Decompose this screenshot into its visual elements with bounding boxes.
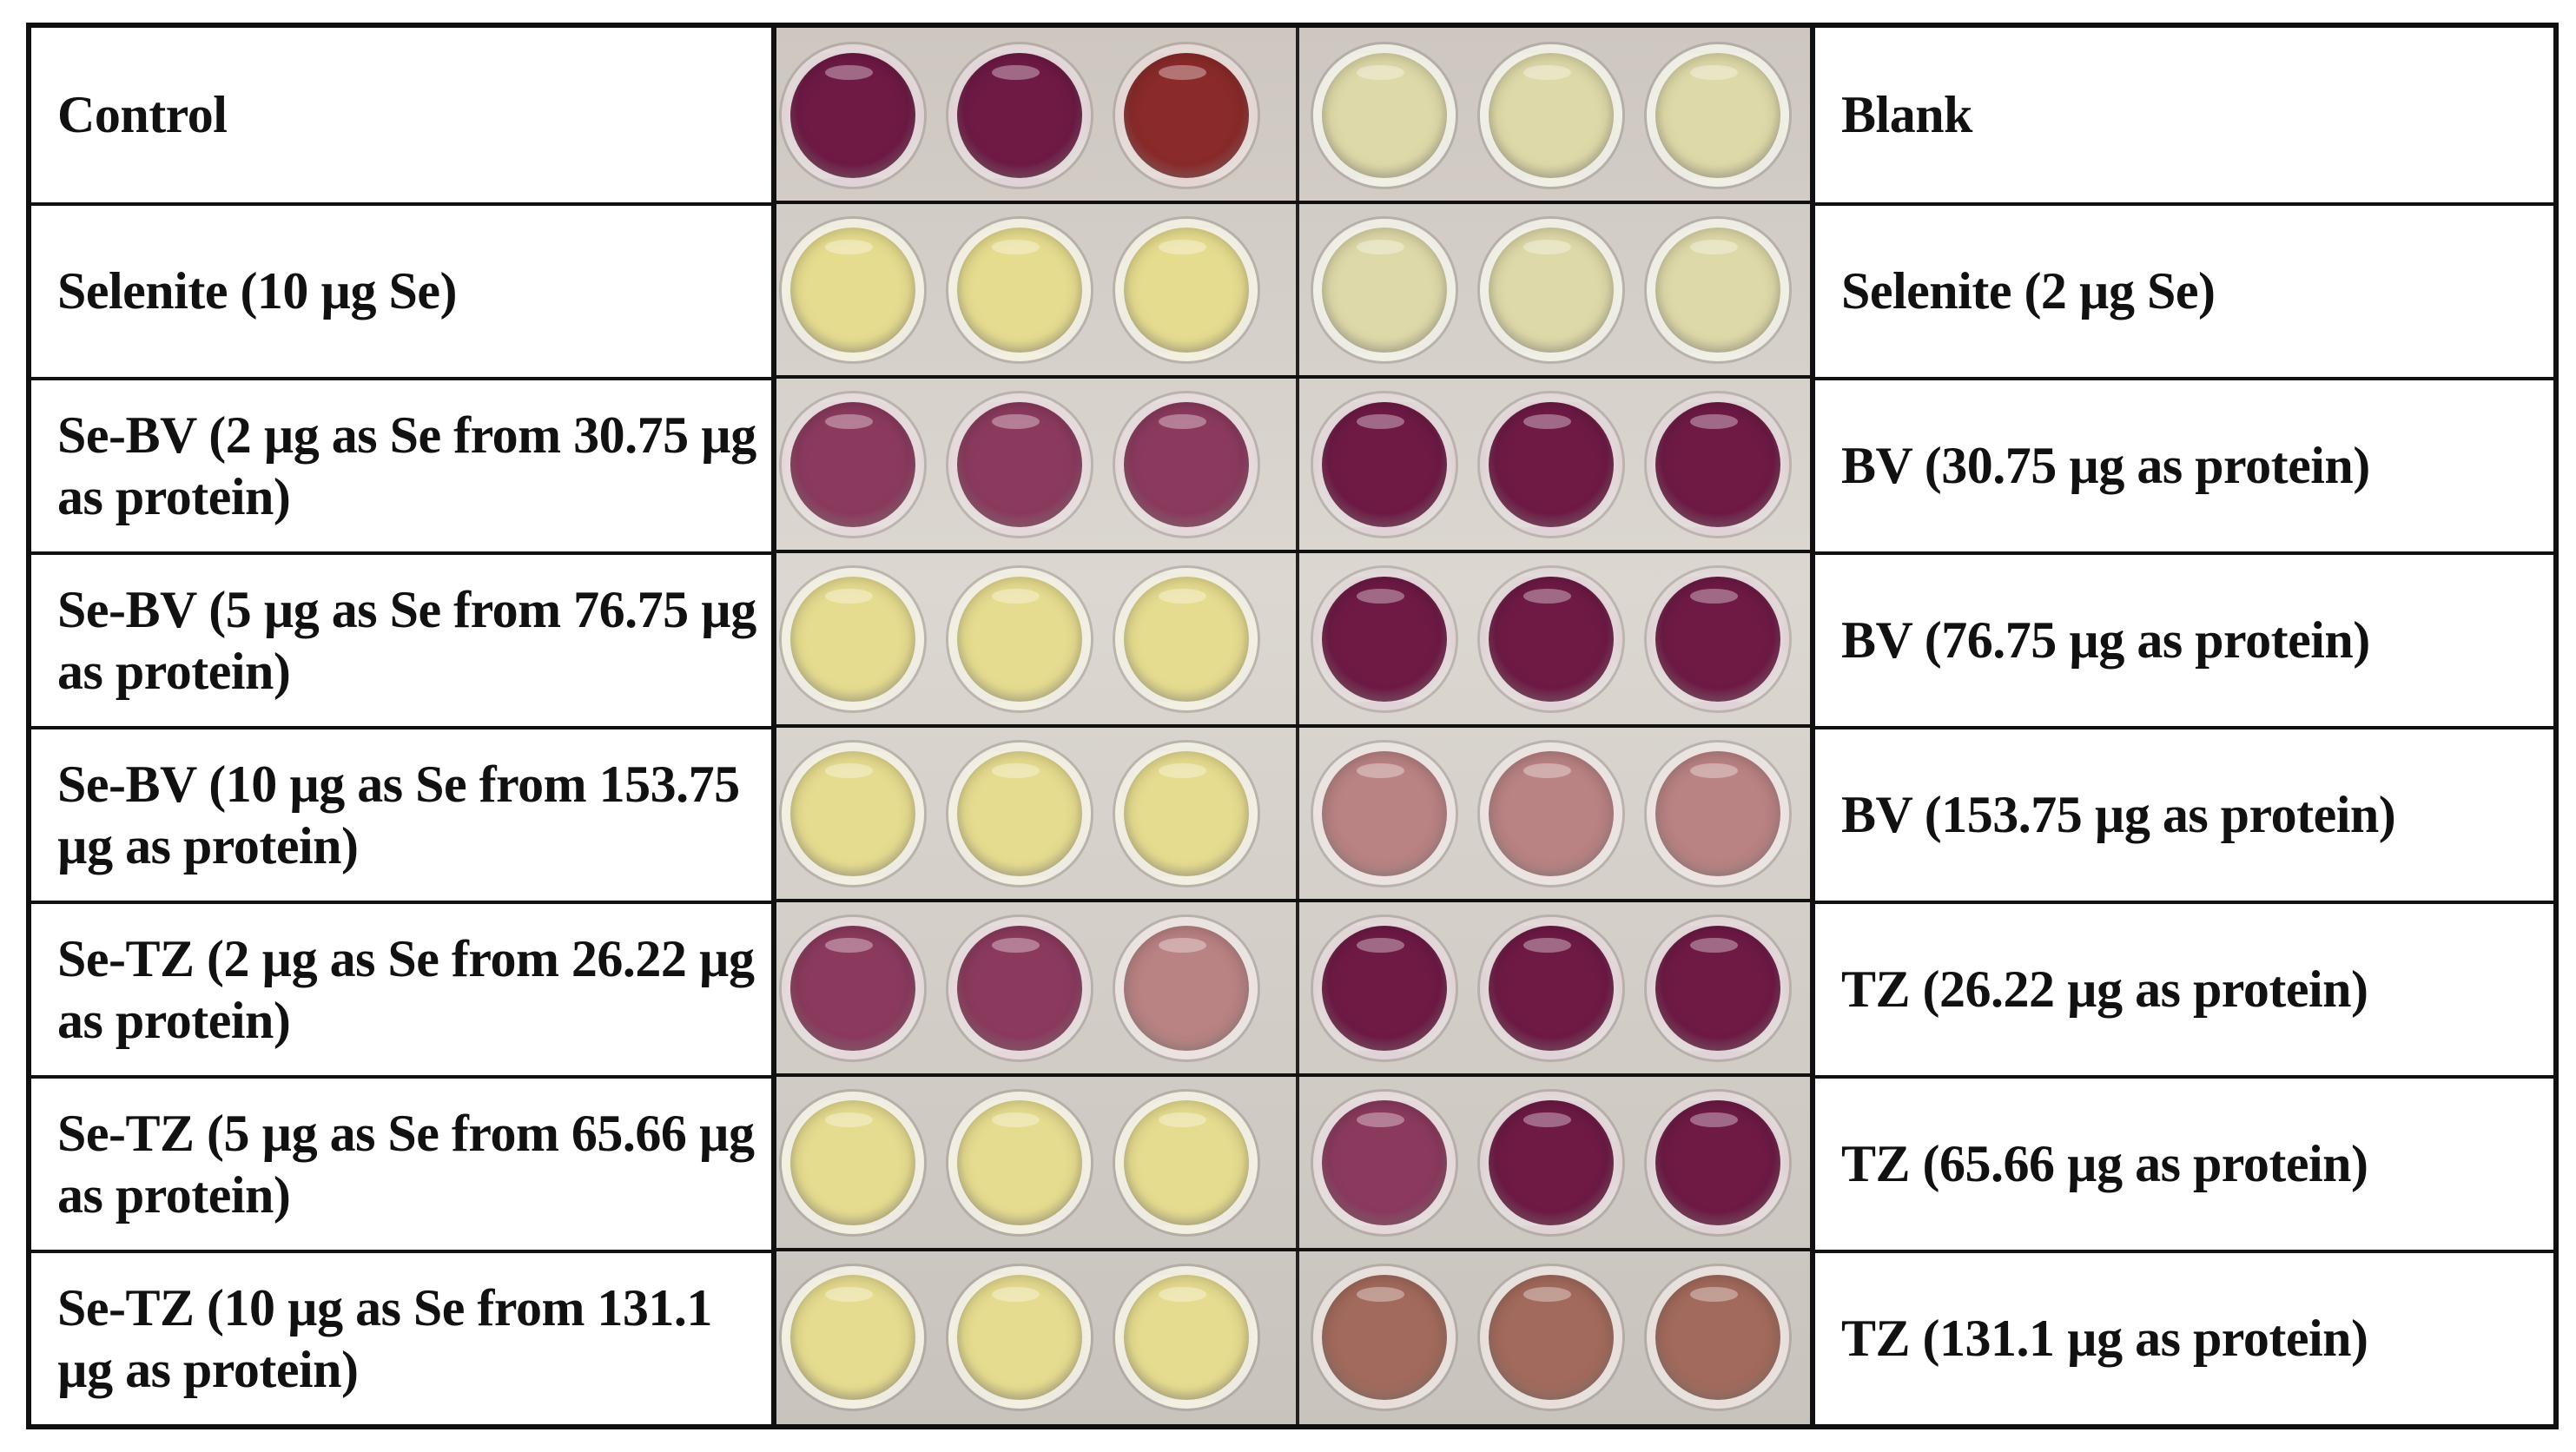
well bbox=[1115, 43, 1258, 187]
well bbox=[1647, 218, 1789, 361]
well bbox=[1313, 43, 1456, 187]
right-label: TZ (131.1 µg as protein) bbox=[1815, 1253, 2553, 1424]
row-divider bbox=[776, 550, 1810, 553]
well bbox=[1480, 393, 1622, 536]
table-row: Se-TZ (2 µg as Se from 26.22 µg as prote… bbox=[31, 901, 2553, 1075]
well-row bbox=[776, 901, 1810, 1075]
right-label: Selenite (2 µg Se) bbox=[1815, 206, 2553, 377]
well bbox=[1480, 218, 1622, 361]
well bbox=[948, 1091, 1091, 1234]
well bbox=[948, 916, 1091, 1059]
well bbox=[1115, 916, 1258, 1059]
well bbox=[1480, 1265, 1622, 1409]
well bbox=[1647, 1265, 1789, 1409]
table-row: Se-BV (10 µg as Se from 153.75 µg as pro… bbox=[31, 726, 2553, 901]
table-row: Se-TZ (10 µg as Se from 131.1 µg as prot… bbox=[31, 1250, 2553, 1424]
well bbox=[1115, 1265, 1258, 1409]
well bbox=[1480, 916, 1622, 1059]
well bbox=[948, 43, 1091, 187]
left-label: Control bbox=[31, 28, 771, 202]
well bbox=[948, 567, 1091, 710]
table-row: Selenite (10 µg Se) Selenite (2 µg Se) bbox=[31, 202, 2553, 377]
well bbox=[782, 567, 924, 710]
well bbox=[1647, 916, 1789, 1059]
well bbox=[1480, 567, 1622, 710]
well-row bbox=[776, 377, 1810, 551]
well bbox=[1313, 1265, 1456, 1409]
well bbox=[1115, 742, 1258, 885]
well bbox=[782, 742, 924, 885]
well bbox=[948, 1265, 1091, 1409]
well-row bbox=[776, 1075, 1810, 1250]
row-divider bbox=[776, 375, 1810, 379]
well bbox=[948, 393, 1091, 536]
well bbox=[782, 43, 924, 187]
well-row bbox=[776, 551, 1810, 726]
well-row bbox=[776, 726, 1810, 901]
right-label: BV (153.75 µg as protein) bbox=[1815, 729, 2553, 901]
well bbox=[1115, 1091, 1258, 1234]
well bbox=[1647, 742, 1789, 885]
table-row: Se-BV (5 µg as Se from 76.75 µg as prote… bbox=[31, 551, 2553, 726]
right-label: TZ (65.66 µg as protein) bbox=[1815, 1079, 2553, 1250]
well bbox=[782, 218, 924, 361]
well-plate-photo bbox=[771, 28, 1815, 1424]
well bbox=[1480, 43, 1622, 187]
well bbox=[1313, 218, 1456, 361]
well bbox=[1647, 43, 1789, 187]
left-label: Se-TZ (10 µg as Se from 131.1 µg as prot… bbox=[31, 1253, 771, 1424]
well bbox=[1115, 218, 1258, 361]
well bbox=[1647, 1091, 1789, 1234]
right-label: BV (30.75 µg as protein) bbox=[1815, 380, 2553, 551]
well bbox=[1313, 916, 1456, 1059]
well bbox=[1313, 742, 1456, 885]
row-divider bbox=[776, 899, 1810, 902]
left-label: Selenite (10 µg Se) bbox=[31, 206, 771, 377]
well bbox=[782, 916, 924, 1059]
well bbox=[1647, 567, 1789, 710]
well-row bbox=[776, 28, 1810, 202]
row-divider bbox=[776, 1073, 1810, 1077]
well bbox=[1115, 393, 1258, 536]
well bbox=[1313, 1091, 1456, 1234]
row-divider bbox=[776, 724, 1810, 728]
table-row: Se-TZ (5 µg as Se from 65.66 µg as prote… bbox=[31, 1075, 2553, 1250]
well bbox=[1115, 567, 1258, 710]
comparison-table: Control Blank Selenite (10 µg Se) Selenite … bbox=[26, 23, 2559, 1429]
left-label: Se-BV (2 µg as Se from 30.75 µg as prote… bbox=[31, 380, 771, 551]
well bbox=[948, 218, 1091, 361]
row-divider bbox=[776, 1248, 1810, 1251]
well-row bbox=[776, 1250, 1810, 1424]
left-label: Se-TZ (5 µg as Se from 65.66 µg as prote… bbox=[31, 1079, 771, 1250]
well bbox=[1313, 393, 1456, 536]
well bbox=[782, 1265, 924, 1409]
right-label: BV (76.75 µg as protein) bbox=[1815, 555, 2553, 726]
table-row: Control Blank bbox=[31, 28, 2553, 202]
well bbox=[1480, 742, 1622, 885]
well bbox=[948, 742, 1091, 885]
well bbox=[1647, 393, 1789, 536]
left-label: Se-BV (5 µg as Se from 76.75 µg as prote… bbox=[31, 555, 771, 726]
right-label: TZ (26.22 µg as protein) bbox=[1815, 904, 2553, 1075]
left-label: Se-TZ (2 µg as Se from 26.22 µg as prote… bbox=[31, 904, 771, 1075]
well bbox=[782, 1091, 924, 1234]
left-label: Se-BV (10 µg as Se from 153.75 µg as pro… bbox=[31, 729, 771, 901]
well bbox=[1480, 1091, 1622, 1234]
well-row bbox=[776, 202, 1810, 377]
well bbox=[1313, 567, 1456, 710]
right-label: Blank bbox=[1815, 28, 2553, 202]
well bbox=[782, 393, 924, 536]
row-divider bbox=[776, 201, 1810, 204]
